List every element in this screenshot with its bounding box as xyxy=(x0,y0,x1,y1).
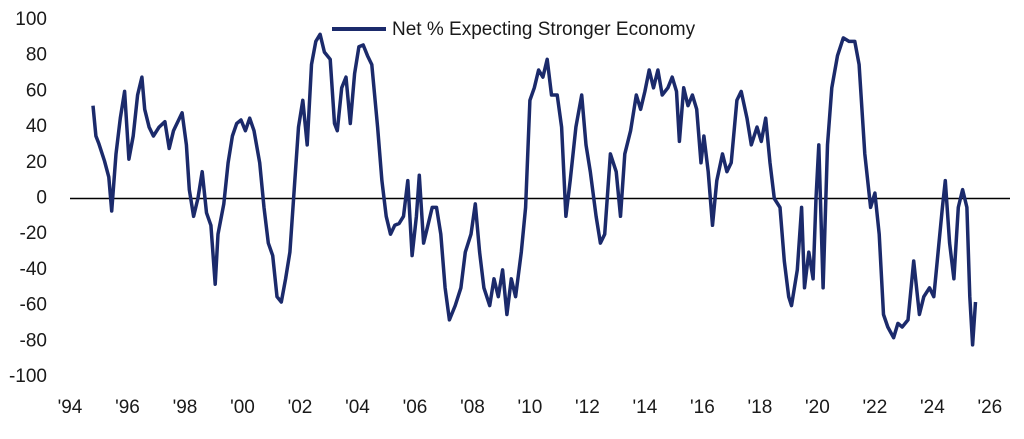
y-tick-label: 20 xyxy=(26,152,47,173)
series-line xyxy=(91,32,978,347)
x-tick-label: '02 xyxy=(288,397,313,418)
y-tick-label: -40 xyxy=(20,259,47,280)
y-tick-label: -100 xyxy=(9,366,47,387)
x-tick-label: '24 xyxy=(920,397,945,418)
x-tick-label: '96 xyxy=(115,397,140,418)
x-tick-label: '20 xyxy=(805,397,830,418)
y-tick-label: -80 xyxy=(20,330,47,351)
y-tick-label: -60 xyxy=(20,295,47,316)
y-tick-label: 40 xyxy=(26,116,47,137)
x-tick-label: '26 xyxy=(977,397,1002,418)
y-tick-label: 80 xyxy=(26,45,47,66)
x-tick-label: '08 xyxy=(460,397,485,418)
x-tick-label: '94 xyxy=(58,397,83,418)
x-tick-label: '10 xyxy=(518,397,543,418)
y-tick-label: 60 xyxy=(26,80,47,101)
x-tick-label: '16 xyxy=(690,397,715,418)
legend-label: Net % Expecting Stronger Economy xyxy=(392,19,696,40)
x-tick-label: '12 xyxy=(575,397,600,418)
y-tick-label: -20 xyxy=(20,223,47,244)
y-tick-label: 0 xyxy=(36,188,47,209)
x-tick-label: '04 xyxy=(345,397,370,418)
y-tick-label: 100 xyxy=(15,9,47,30)
x-tick-label: '14 xyxy=(633,397,658,418)
x-tick-label: '06 xyxy=(403,397,428,418)
x-tick-label: '18 xyxy=(748,397,773,418)
x-tick-label: '22 xyxy=(863,397,888,418)
x-tick-label: '98 xyxy=(173,397,198,418)
x-tick-label: '00 xyxy=(230,397,255,418)
